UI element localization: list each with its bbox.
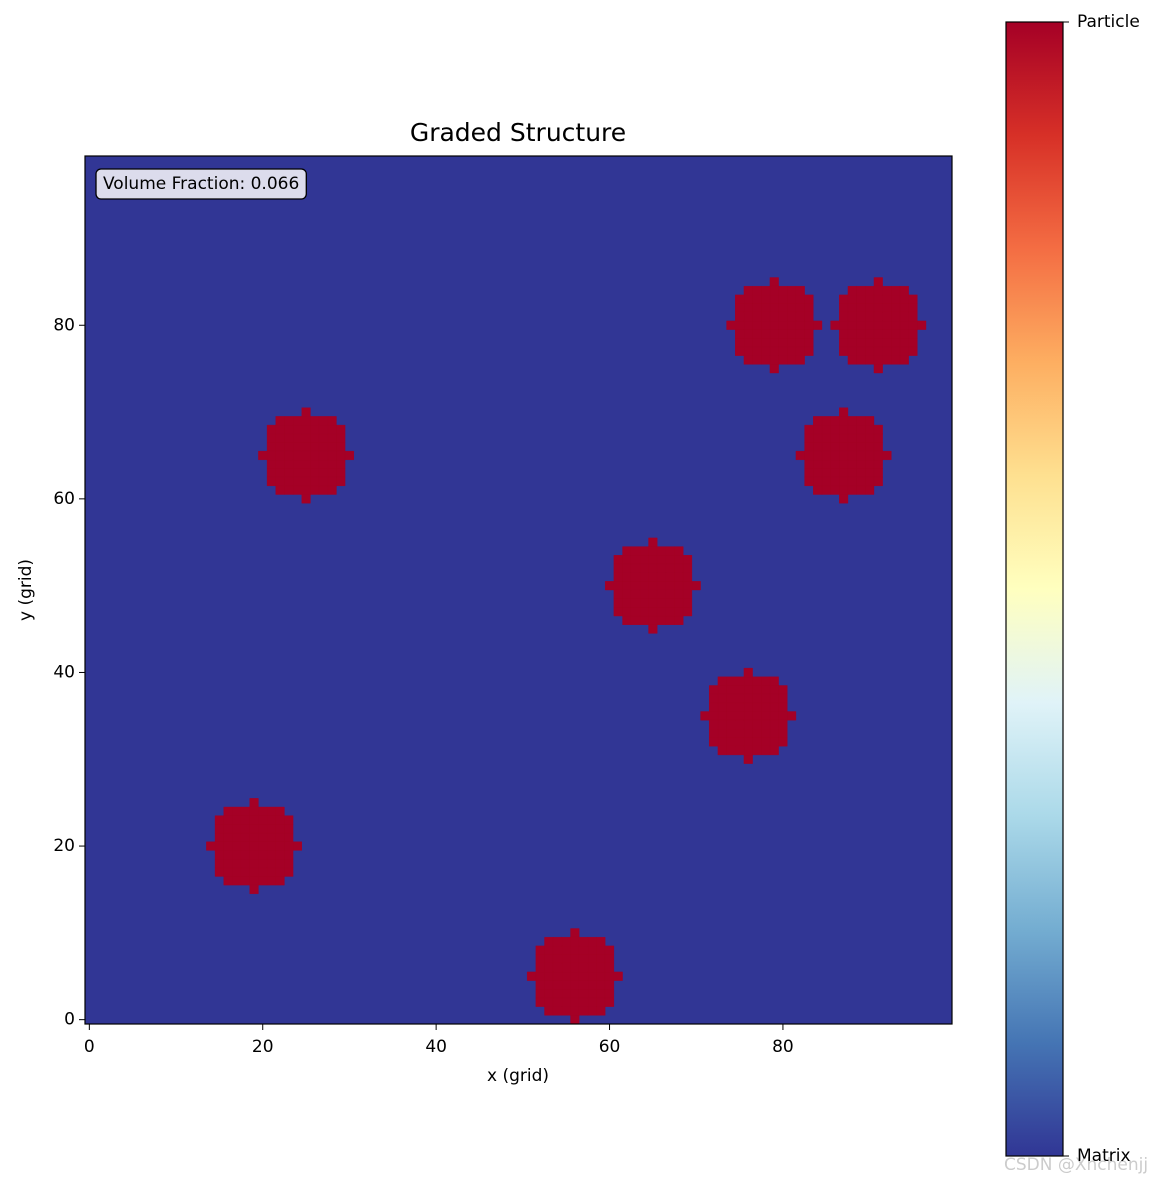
colorbar-tick-label: Matrix	[1077, 1146, 1131, 1166]
y-tick-label: 40	[53, 662, 75, 682]
particle	[726, 277, 823, 374]
x-tick-label: 40	[425, 1037, 447, 1057]
x-tick-label: 80	[772, 1037, 794, 1057]
x-tick-label: 20	[252, 1037, 274, 1057]
particle	[526, 928, 623, 1024]
particle	[795, 407, 892, 504]
particle	[605, 537, 701, 634]
annotation-box	[95, 168, 307, 200]
plot-frame	[84, 155, 953, 1025]
y-tick-label: 60	[53, 489, 75, 509]
annotation: Volume Fraction: 0.066	[103, 174, 299, 194]
chart-title: Graded Structure	[410, 118, 626, 147]
watermark: CSDN @Xhchenjj	[1004, 1155, 1148, 1175]
particle	[206, 798, 302, 894]
y-tick-label: 0	[64, 1010, 75, 1030]
x-tick-label: 60	[599, 1037, 621, 1057]
y-tick-label: 80	[53, 315, 75, 335]
y-tick-label: 20	[53, 836, 75, 856]
particle	[700, 667, 797, 764]
particle	[258, 407, 354, 504]
y-axis-label: y (grid)	[16, 559, 36, 621]
particle	[830, 277, 927, 374]
colorbar	[1005, 21, 1064, 1157]
x-axis-label: x (grid)	[487, 1066, 549, 1086]
x-tick-label: 0	[84, 1037, 95, 1057]
colorbar-tick-label: Particle	[1077, 12, 1140, 32]
matrix-background	[85, 156, 952, 1024]
